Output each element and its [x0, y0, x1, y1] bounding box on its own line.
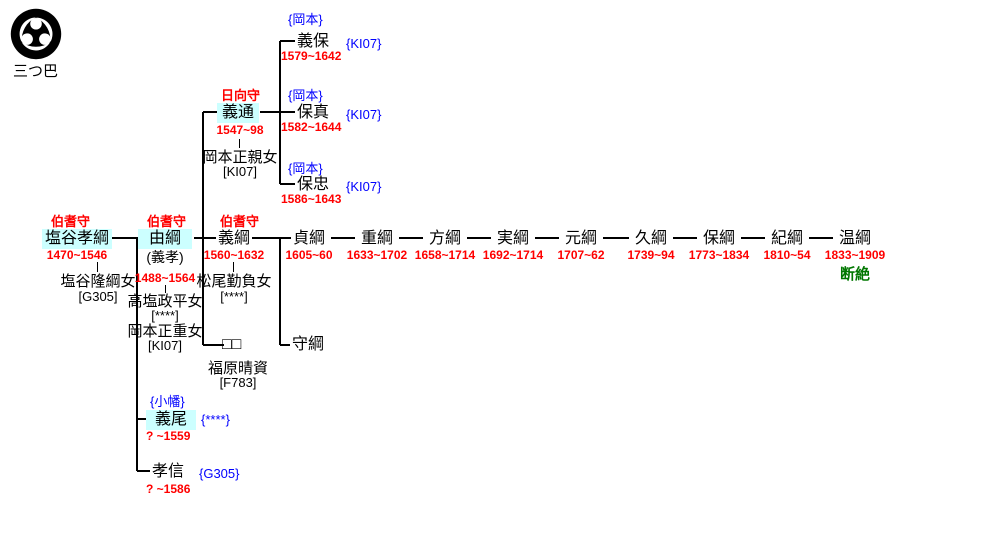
person-name: 義綱 — [218, 230, 251, 247]
person-name: 孝信 — [152, 463, 185, 480]
spouse-ref: [****] — [220, 289, 248, 304]
spouse-name: 岡本正親女 — [202, 149, 278, 166]
branch-tag[interactable]: {岡本} — [288, 88, 323, 103]
ref-link[interactable]: {G305} — [199, 466, 240, 481]
person-dates: 1547~98 — [216, 123, 264, 137]
spouse-ref: [G305] — [78, 289, 118, 304]
person-name: 守綱 — [292, 336, 325, 353]
person-dates: ? ~1586 — [146, 482, 191, 496]
spouse-name: 福原晴資 — [207, 360, 268, 377]
person-name: 紀綱 — [771, 230, 804, 247]
person-dates: 1773~1834 — [688, 248, 750, 262]
person-name: 義通 — [217, 103, 260, 123]
person-name: 久綱 — [635, 230, 668, 247]
spouse-name: 塩谷隆綱女 — [60, 273, 136, 290]
person-name: 塩谷孝綱 — [42, 229, 113, 249]
branch-tag[interactable]: {岡本} — [288, 161, 323, 176]
person-dates: 1658~1714 — [414, 248, 476, 262]
ref-link[interactable]: {KI07} — [346, 179, 382, 194]
person-dates: 1586~1643 — [281, 192, 342, 206]
person-dates: 1810~54 — [763, 248, 811, 262]
person-dates: ? ~1559 — [146, 429, 191, 443]
person-name: 重綱 — [361, 230, 394, 247]
mitsudomoe-crest-icon — [10, 8, 62, 60]
spouse-name: 岡本正重女 — [127, 323, 203, 340]
person-dates: 1488~1564 — [134, 271, 196, 285]
person-dates: 1582~1644 — [281, 120, 342, 134]
spouse-name: 松尾勤負女 — [196, 273, 272, 290]
person-dates: 1470~1546 — [46, 248, 108, 262]
person-name: 保綱 — [703, 230, 736, 247]
ref-link[interactable]: {KI07} — [346, 36, 382, 51]
person-title: 伯耆守 — [220, 214, 260, 229]
person-alias: (義孝) — [146, 249, 184, 265]
person-name: 方綱 — [429, 230, 462, 247]
person-name: 保忠 — [297, 176, 330, 193]
person-dates: 1579~1642 — [281, 49, 342, 63]
spouse-name: 高塩政平女 — [127, 293, 203, 310]
spouse-ref: [F783] — [219, 375, 257, 390]
ref-link[interactable]: {KI07} — [346, 107, 382, 122]
person-title: 伯耆守 — [147, 214, 187, 229]
person-name: 貞綱 — [293, 230, 326, 247]
person-dates: 1833~1909 — [824, 248, 886, 262]
spouse-ref: [****] — [151, 308, 179, 323]
branch-tag[interactable]: {岡本} — [288, 12, 323, 27]
branch-tag[interactable]: {小幡} — [150, 394, 185, 409]
extinct-label: 断絶 — [839, 266, 870, 283]
crest-label: 三つ巴 — [13, 63, 59, 80]
person-name: 義保 — [297, 33, 330, 50]
person-name: 元綱 — [565, 230, 598, 247]
person-name: 由綱 — [138, 229, 193, 249]
spouse-ref: [KI07] — [148, 338, 182, 353]
ref-link[interactable]: {****} — [201, 412, 230, 427]
person-dates: 1692~1714 — [482, 248, 544, 262]
person-title: 伯耆守 — [51, 214, 91, 229]
person-dates: 1707~62 — [557, 248, 605, 262]
person-dates: 1605~60 — [285, 248, 333, 262]
person-name: 温綱 — [839, 230, 872, 247]
person-name: 保真 — [297, 104, 330, 121]
person-dates: 1633~1702 — [346, 248, 408, 262]
person-name: □□ — [222, 336, 242, 353]
person-name: 義尾 — [146, 410, 197, 430]
person-dates: 1560~1632 — [203, 248, 265, 262]
spouse-ref: [KI07] — [223, 164, 257, 179]
person-dates: 1739~94 — [627, 248, 675, 262]
person-title: 日向守 — [221, 88, 261, 103]
person-name: 実綱 — [497, 230, 530, 247]
